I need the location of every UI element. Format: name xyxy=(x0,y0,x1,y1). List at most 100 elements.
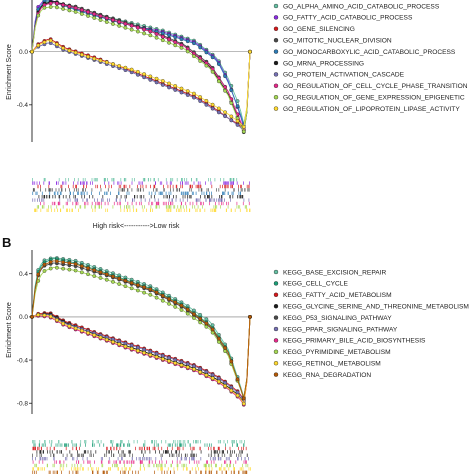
barcode-tick xyxy=(143,443,144,447)
barcode-tick xyxy=(238,446,239,451)
barcode-tick xyxy=(173,440,174,444)
barcode-tick xyxy=(76,184,77,189)
barcode-tick xyxy=(35,191,37,195)
barcode-tick xyxy=(38,195,40,199)
barcode-tick xyxy=(142,460,143,464)
barcode-tick xyxy=(108,184,110,189)
barcode-tick xyxy=(104,191,105,195)
barcode-tick xyxy=(232,181,234,185)
barcode-tick xyxy=(173,467,175,471)
barcode-tick xyxy=(213,460,215,464)
barcode-tick xyxy=(227,184,229,189)
panel-a-legend: GO_ALPHA_AMINO_ACID_CATABOLIC_PROCESS GO_… xyxy=(273,3,468,113)
legend-item: GO_ALPHA_AMINO_ACID_CATABOLIC_PROCESS xyxy=(273,3,440,10)
barcode-tick xyxy=(78,208,79,212)
series-point xyxy=(229,118,234,123)
barcode-tick xyxy=(149,198,151,202)
barcode-tick xyxy=(158,443,159,447)
barcode-tick xyxy=(167,195,168,199)
barcode-tick xyxy=(156,443,158,447)
series-point xyxy=(123,21,128,26)
barcode-tick xyxy=(167,184,169,189)
barcode-tick xyxy=(209,443,210,447)
series-point xyxy=(160,353,165,358)
barcode-tick xyxy=(197,181,199,185)
barcode-tick xyxy=(212,198,214,202)
barcode-tick xyxy=(200,450,202,454)
barcode-tick xyxy=(110,467,111,471)
barcode-tick xyxy=(213,208,215,212)
barcode-tick xyxy=(154,470,155,474)
barcode-tick xyxy=(157,201,158,206)
barcode-tick xyxy=(246,470,248,474)
series-point xyxy=(235,123,240,127)
barcode-row xyxy=(32,460,247,464)
series-point xyxy=(204,63,209,68)
series-point xyxy=(173,43,178,48)
barcode-tick xyxy=(150,178,152,182)
barcode-tick xyxy=(55,188,57,192)
barcode-tick xyxy=(231,184,233,189)
barcode-tick xyxy=(171,463,172,468)
barcode-tick xyxy=(200,440,201,444)
barcode-tick xyxy=(208,195,209,199)
barcode-tick xyxy=(218,446,220,451)
barcode-tick xyxy=(51,208,52,212)
series-point xyxy=(73,268,78,273)
barcode-tick xyxy=(126,205,127,209)
barcode-tick xyxy=(44,440,45,444)
barcode-tick xyxy=(67,201,68,206)
series-point xyxy=(235,390,240,395)
barcode-tick xyxy=(186,205,187,209)
barcode-tick xyxy=(218,198,220,202)
legend-label: GO_REGULATION_OF_GENE_EXPRESSION_EPIGENE… xyxy=(283,95,465,102)
barcode-tick xyxy=(170,178,172,182)
barcode-tick xyxy=(53,191,55,195)
barcode-tick xyxy=(119,453,121,457)
barcode-tick xyxy=(32,457,33,461)
barcode-tick xyxy=(38,446,40,451)
barcode-tick xyxy=(60,191,62,195)
barcode-tick xyxy=(233,467,235,471)
barcode-tick xyxy=(102,198,104,202)
barcode-tick xyxy=(154,446,156,451)
barcode-tick xyxy=(124,178,126,182)
panel-a-y-ticks: 0.0-0.4 xyxy=(17,49,32,109)
series-point xyxy=(48,266,53,271)
barcode-tick xyxy=(72,208,73,212)
series-point xyxy=(216,62,221,66)
barcode-tick xyxy=(248,467,250,471)
barcode-tick xyxy=(32,198,34,202)
barcode-tick xyxy=(85,440,87,444)
barcode-tick xyxy=(157,178,159,182)
barcode-tick xyxy=(204,443,206,447)
barcode-tick xyxy=(127,208,128,212)
barcode-tick xyxy=(215,201,216,206)
barcode-tick xyxy=(47,463,48,468)
barcode-tick xyxy=(168,191,170,195)
barcode-tick xyxy=(176,463,178,468)
barcode-tick xyxy=(161,460,163,464)
barcode-tick xyxy=(191,450,193,454)
barcode-tick xyxy=(171,450,172,454)
barcode-tick xyxy=(81,195,83,199)
barcode-tick xyxy=(82,453,84,457)
barcode-tick xyxy=(73,195,75,199)
barcode-tick xyxy=(154,184,156,189)
legend-item: KEGG_PRIMARY_BILE_ACID_BIOSYNTHESIS xyxy=(273,338,426,345)
barcode-tick xyxy=(123,178,125,182)
barcode-tick xyxy=(233,181,234,185)
series-point xyxy=(148,352,153,357)
legend-item: KEGG_RETINOL_METABOLISM xyxy=(273,361,381,368)
series-point xyxy=(123,278,128,283)
barcode-tick xyxy=(36,463,37,468)
barcode-tick xyxy=(49,470,51,474)
barcode-tick xyxy=(41,453,42,457)
barcode-tick xyxy=(227,440,228,444)
barcode-tick xyxy=(37,467,39,471)
barcode-tick xyxy=(182,467,184,471)
barcode-tick xyxy=(111,440,112,444)
barcode-tick xyxy=(217,457,219,461)
barcode-tick xyxy=(42,205,44,209)
barcode-tick xyxy=(195,470,197,474)
